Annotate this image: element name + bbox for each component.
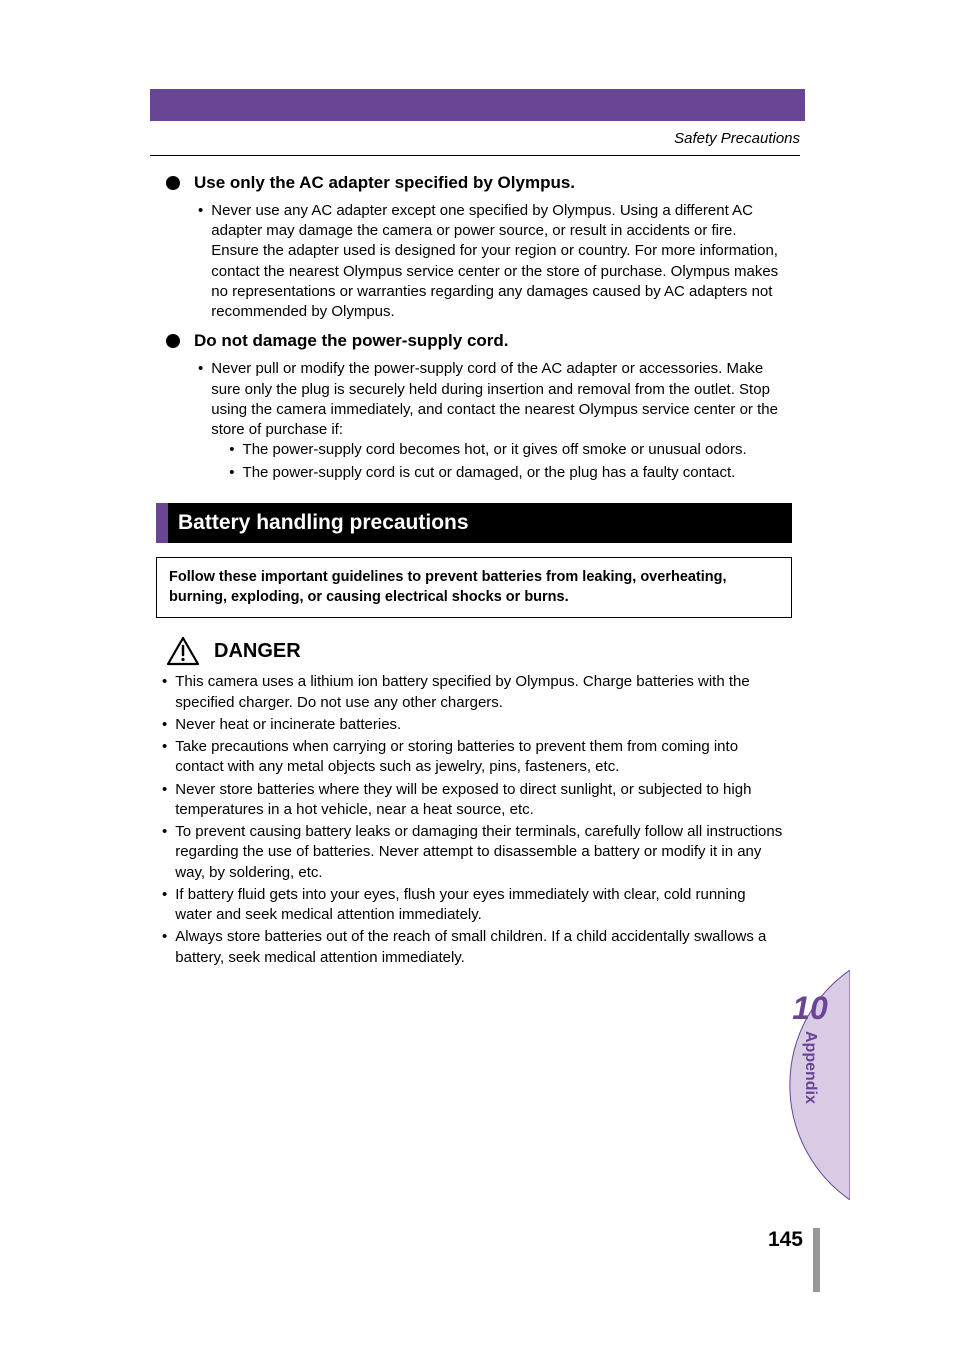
list-item: • The power-supply cord becomes hot, or … <box>229 440 786 460</box>
callout-box: Follow these important guidelines to pre… <box>156 557 792 618</box>
item-text: To prevent causing battery leaks or dama… <box>175 822 786 883</box>
list-item: • Take precautions when carrying or stori… <box>162 737 786 778</box>
dot-icon: • <box>162 737 167 757</box>
list-item: • This camera uses a lithium ion battery … <box>162 672 786 713</box>
heading-text: Use only the AC adapter specified by Oly… <box>194 172 575 195</box>
item-text: Never pull or modify the power-supply co… <box>211 359 786 485</box>
page-content: Use only the AC adapter specified by Oly… <box>166 172 786 970</box>
item-text: This camera uses a lithium ion battery s… <box>175 672 786 713</box>
banner-accent <box>156 503 168 543</box>
item-text: The power-supply cord is cut or damaged,… <box>243 463 736 483</box>
item-text: Never store batteries where they will be… <box>175 780 786 821</box>
dot-icon: • <box>162 672 167 692</box>
dot-icon: • <box>229 440 234 460</box>
item-text: If battery fluid gets into your eyes, fl… <box>175 885 786 926</box>
dot-icon: • <box>198 359 203 379</box>
bullet-icon <box>166 334 180 348</box>
header-rule <box>150 155 800 156</box>
banner-title: Battery handling precautions <box>168 503 792 543</box>
item-text: The power-supply cord becomes hot, or it… <box>243 440 747 460</box>
chapter-number: 10 <box>781 990 839 1027</box>
item-text: Always store batteries out of the reach … <box>175 927 786 968</box>
chapter-label: Appendix <box>801 1031 819 1104</box>
list-item: • If battery fluid gets into your eyes, f… <box>162 885 786 926</box>
section-heading: Use only the AC adapter specified by Oly… <box>166 172 786 195</box>
section-banner: Battery handling precautions <box>156 503 792 543</box>
dot-icon: • <box>162 780 167 800</box>
item-text-inner: Never pull or modify the power-supply co… <box>211 360 778 438</box>
list-item: • To prevent causing battery leaks or dam… <box>162 822 786 883</box>
page-number: 145 <box>768 1228 803 1252</box>
dot-icon: • <box>198 201 203 221</box>
dot-icon: • <box>162 927 167 947</box>
item-text: Never heat or incinerate batteries. <box>175 715 401 735</box>
dot-icon: • <box>162 822 167 842</box>
dot-icon: • <box>162 885 167 905</box>
bullet-icon <box>166 176 180 190</box>
danger-label: DANGER <box>214 638 301 665</box>
header-banner <box>150 89 805 121</box>
danger-heading: DANGER <box>166 636 786 666</box>
header-title: Safety Precautions <box>674 130 800 147</box>
warning-icon <box>166 636 200 666</box>
dot-icon: • <box>229 463 234 483</box>
side-tab: 10 Appendix <box>781 990 839 1200</box>
list-item: • The power-supply cord is cut or damage… <box>229 463 786 483</box>
heading-text: Do not damage the power-supply cord. <box>194 330 509 353</box>
list-item: • Never use any AC adapter except one sp… <box>198 201 786 323</box>
list-item: • Always store batteries out of the reach… <box>162 927 786 968</box>
list-item: • Never pull or modify the power-supply … <box>198 359 786 485</box>
item-text: Never use any AC adapter except one spec… <box>211 201 786 323</box>
dot-icon: • <box>162 715 167 735</box>
danger-list: • This camera uses a lithium ion battery … <box>162 672 786 968</box>
item-text: Take precautions when carrying or storin… <box>175 737 786 778</box>
page-accent-bar <box>813 1228 820 1292</box>
list-item: • Never store batteries where they will b… <box>162 780 786 821</box>
list-item: • Never heat or incinerate batteries. <box>162 715 786 735</box>
section-heading: Do not damage the power-supply cord. <box>166 330 786 353</box>
